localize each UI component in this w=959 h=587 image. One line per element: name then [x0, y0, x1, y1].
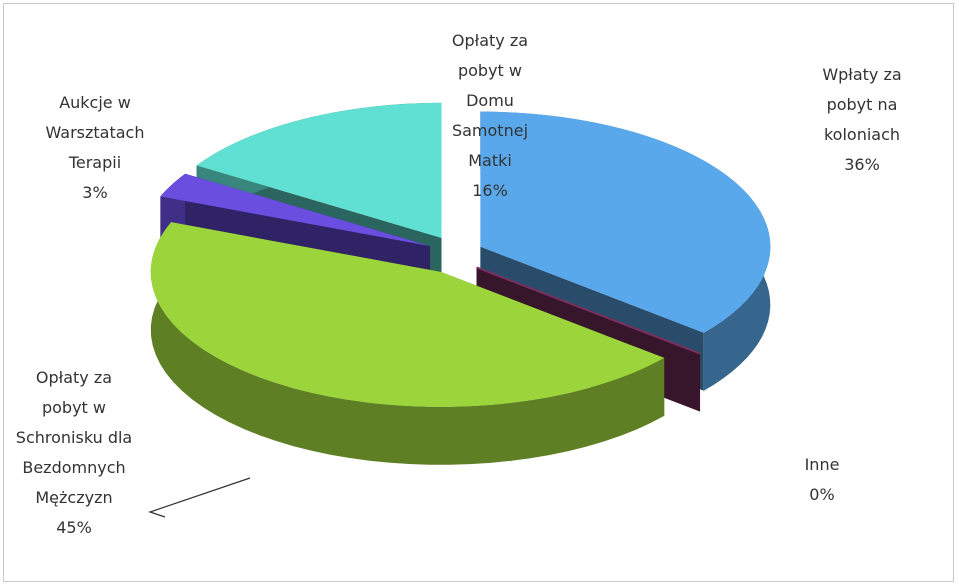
label-name: Aukcje w Warsztatach Terapii	[45, 93, 145, 172]
slice-label: Opłaty za pobyt w Domu Samotnej Matki 16%	[432, 26, 548, 206]
slice-top	[160, 173, 431, 247]
label-name: Opłaty za pobyt w Domu Samotnej Matki	[451, 31, 529, 170]
slice-top	[196, 102, 442, 238]
label-value: 16%	[472, 181, 508, 200]
label-value: 3%	[82, 183, 108, 202]
slice	[150, 222, 665, 465]
label-value: 36%	[844, 155, 880, 174]
leader-line	[148, 477, 251, 518]
chart-frame	[3, 3, 954, 582]
slice-top	[150, 222, 665, 407]
label-name: Opłaty za pobyt w Schronisku dla Bezdomn…	[15, 368, 133, 507]
slice-label: Wpłaty za pobyt na koloniach 36%	[802, 60, 922, 180]
slice-side	[150, 222, 665, 465]
slice-label: Opłaty za pobyt w Schronisku dla Bezdomn…	[15, 363, 133, 543]
slice-label: Aukcje w Warsztatach Terapii 3%	[35, 88, 155, 208]
slice-top	[476, 266, 701, 355]
label-value: 0%	[809, 485, 835, 504]
slice-label: Inne 0%	[772, 450, 872, 510]
label-name: Inne	[804, 455, 840, 474]
slice-top	[480, 111, 771, 333]
label-name: Wpłaty za pobyt na koloniach	[822, 65, 902, 144]
label-value: 45%	[56, 518, 92, 537]
